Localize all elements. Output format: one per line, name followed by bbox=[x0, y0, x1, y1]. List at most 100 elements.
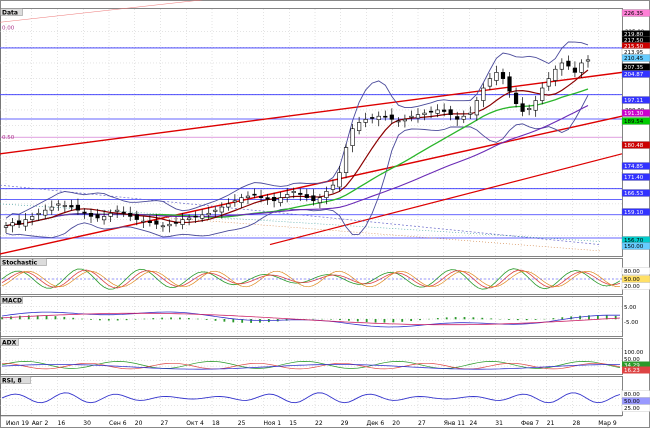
x-tick-label: 28 bbox=[573, 420, 581, 427]
candle-body bbox=[128, 213, 132, 216]
x-tick-label: 20 bbox=[392, 420, 400, 427]
macd-histogram-bar bbox=[215, 319, 217, 321]
candle-body bbox=[540, 88, 544, 101]
macd-tick-label: 5.00 bbox=[624, 305, 637, 311]
panel-title-main: Data bbox=[2, 10, 18, 17]
macd-histogram-bar bbox=[410, 319, 412, 321]
price-marker-label: 204.87 bbox=[624, 72, 644, 78]
macd-histogram-bar bbox=[455, 317, 457, 319]
price-marker-label: 207.35 bbox=[624, 65, 644, 71]
candle-body bbox=[521, 104, 525, 112]
price-marker-label: 171.40 bbox=[624, 175, 644, 181]
candle-body bbox=[462, 116, 466, 119]
candle-body bbox=[70, 205, 74, 207]
x-tick-label: Мар 9 bbox=[598, 420, 617, 427]
panel-title-macd: MACD bbox=[2, 298, 22, 305]
candle-body bbox=[442, 110, 446, 112]
candle-body bbox=[547, 79, 551, 87]
candle-body bbox=[383, 116, 387, 117]
macd-histogram-bar bbox=[375, 319, 377, 322]
x-tick-label: 18 bbox=[212, 420, 220, 427]
adx-marker-label: 16.23 bbox=[624, 368, 640, 374]
fib-label-top: 0.00 bbox=[2, 25, 15, 31]
price-marker-label: 174.85 bbox=[624, 164, 644, 170]
price-marker-label: 226.35 bbox=[624, 11, 644, 17]
candle-body bbox=[148, 221, 152, 223]
candle-body bbox=[482, 88, 486, 101]
price-marker-label: 210.45 bbox=[624, 56, 644, 62]
candle-body bbox=[174, 222, 178, 223]
macd-histogram-bar bbox=[348, 319, 350, 321]
macd-histogram-bar bbox=[46, 316, 48, 320]
candle-body bbox=[534, 101, 538, 111]
panel-title-rsi: RSI, 8 bbox=[2, 378, 22, 385]
price-marker-label: 189.54 bbox=[624, 119, 644, 125]
macd-histogram-bar bbox=[152, 318, 154, 319]
candle-body bbox=[377, 116, 381, 119]
macd-histogram-bar bbox=[72, 318, 74, 319]
candle-body bbox=[357, 122, 361, 130]
candle-body bbox=[207, 213, 211, 215]
x-tick-label: Янв 11 bbox=[444, 420, 465, 427]
x-tick-label: Фев 7 bbox=[521, 420, 539, 427]
candle-body bbox=[285, 195, 289, 198]
candle-body bbox=[259, 196, 263, 197]
candle-body bbox=[50, 207, 54, 210]
macd-histogram-bar bbox=[90, 319, 92, 320]
candle-body bbox=[397, 121, 401, 122]
stoch-tick-label: 20.00 bbox=[624, 284, 640, 290]
macd-histogram-bar bbox=[553, 318, 555, 319]
macd-histogram-bar bbox=[526, 319, 528, 320]
candle-body bbox=[338, 173, 342, 187]
candle-body bbox=[436, 110, 440, 113]
candle-body bbox=[57, 204, 61, 205]
price-marker-label: 150.00 bbox=[624, 244, 644, 250]
x-tick-label: 21 bbox=[547, 420, 555, 427]
macd-histogram-bar bbox=[135, 319, 137, 320]
candle-body bbox=[109, 213, 113, 216]
macd-histogram-bar bbox=[366, 319, 368, 322]
candle-body bbox=[468, 113, 472, 114]
candle-body bbox=[370, 117, 374, 118]
candle-body bbox=[455, 117, 459, 120]
candle-body bbox=[115, 210, 119, 211]
candle-body bbox=[580, 63, 584, 72]
macd-histogram-bar bbox=[384, 319, 386, 323]
candle-body bbox=[122, 212, 126, 213]
macd-histogram-bar bbox=[19, 316, 21, 320]
macd-histogram-bar bbox=[464, 317, 466, 319]
x-tick-label: 24 bbox=[470, 420, 478, 427]
candle-body bbox=[514, 93, 518, 104]
candle-body bbox=[508, 77, 512, 91]
macd-histogram-bar bbox=[63, 317, 65, 319]
candle-body bbox=[410, 116, 414, 117]
panel-title-adx: ADX bbox=[2, 340, 17, 347]
candle-body bbox=[233, 201, 237, 202]
macd-histogram-bar bbox=[224, 319, 226, 322]
price-marker-label: 159.10 bbox=[624, 210, 644, 216]
rsi-tick-label: 50.00 bbox=[624, 399, 640, 405]
candle-body bbox=[96, 215, 100, 218]
macd-histogram-bar bbox=[250, 319, 252, 323]
macd-histogram-bar bbox=[472, 317, 474, 319]
macd-histogram-bar bbox=[490, 318, 492, 319]
macd-histogram-bar bbox=[161, 318, 163, 320]
candle-body bbox=[102, 216, 106, 219]
candle-body bbox=[30, 216, 34, 219]
stoch-tick-label: 50.00 bbox=[624, 277, 640, 283]
macd-histogram-bar bbox=[535, 319, 537, 320]
x-tick-label: 27 bbox=[418, 420, 426, 427]
candle-body bbox=[155, 221, 159, 224]
x-tick-label: Июл 19 bbox=[6, 420, 29, 427]
candle-body bbox=[187, 218, 191, 220]
x-tick-label: Дек 6 bbox=[367, 420, 385, 427]
candle-body bbox=[181, 220, 185, 225]
price-marker-label: 191.30 bbox=[624, 111, 644, 117]
macd-histogram-bar bbox=[143, 319, 145, 320]
macd-histogram-bar bbox=[339, 319, 341, 320]
price-marker-label: 180.48 bbox=[624, 143, 644, 149]
panel-frame-macd bbox=[1, 297, 623, 337]
candle-body bbox=[272, 197, 276, 200]
